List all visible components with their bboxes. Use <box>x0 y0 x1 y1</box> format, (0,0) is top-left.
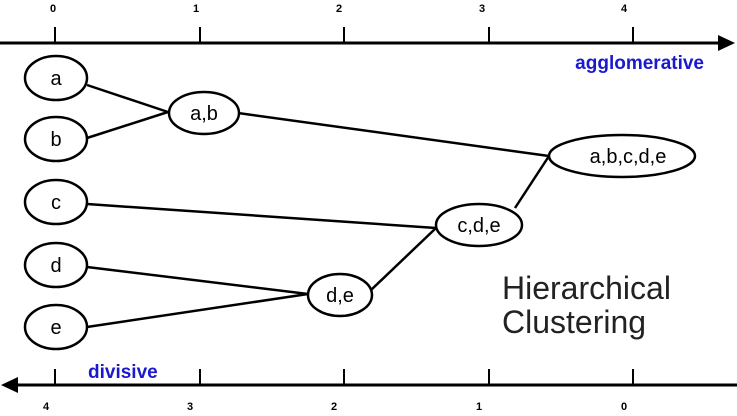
node-b-label: b <box>50 129 61 151</box>
bottom-tick-label-4: 0 <box>621 401 627 413</box>
node-c: c <box>23 178 89 226</box>
edge-e-de <box>86 292 309 329</box>
node-c-label: c <box>51 192 61 214</box>
top-axis: 0 1 2 3 4 agglomerative <box>0 3 735 74</box>
node-ab: a,b <box>167 90 241 136</box>
node-b: b <box>23 115 89 163</box>
node-abcde-label: a,b,c,d,e <box>590 146 667 168</box>
node-abcde: a,b,c,d,e <box>547 133 697 179</box>
node-d: d <box>23 241 89 289</box>
node-ab-label: a,b <box>190 103 218 125</box>
dendrogram-nodes: a b c d e a,b d,e c,d,e <box>23 54 697 351</box>
bottom-axis-arrowhead <box>1 377 18 393</box>
node-de: d,e <box>306 272 374 318</box>
node-d-label: d <box>50 255 61 277</box>
bottom-tick-label-0: 4 <box>43 401 50 413</box>
edge-ab-abcde <box>237 111 550 158</box>
agglomerative-label: agglomerative <box>575 53 704 74</box>
edge-de-cde <box>370 227 437 291</box>
node-cde-label: c,d,e <box>457 215 500 237</box>
top-tick-label-2: 2 <box>336 3 342 15</box>
node-cde: c,d,e <box>434 202 524 248</box>
bottom-tick-label-1: 3 <box>187 401 193 413</box>
node-a: a <box>23 54 89 102</box>
caption-line-2: Clustering <box>502 304 646 340</box>
dendrogram-edges <box>86 83 551 329</box>
edge-c-cde <box>86 202 437 230</box>
node-de-label: d,e <box>326 285 354 307</box>
edge-b-ab <box>86 110 169 140</box>
divisive-label: divisive <box>88 362 158 383</box>
caption-line-1: Hierarchical <box>502 270 671 306</box>
node-e: e <box>23 303 89 351</box>
node-e-label: e <box>50 317 61 339</box>
edge-a-ab <box>86 83 169 114</box>
top-tick-label-4: 4 <box>621 3 628 15</box>
edge-d-de <box>86 265 309 296</box>
node-a-label: a <box>50 68 62 90</box>
top-tick-label-3: 3 <box>479 3 485 15</box>
top-tick-label-0: 0 <box>50 3 56 15</box>
caption: Hierarchical Clustering <box>502 270 671 340</box>
top-axis-arrowhead <box>718 35 735 51</box>
top-tick-label-1: 1 <box>193 3 199 15</box>
edge-cde-abcde <box>513 155 551 209</box>
bottom-tick-label-2: 2 <box>331 401 337 413</box>
bottom-tick-label-3: 1 <box>476 401 482 413</box>
bottom-axis: 4 3 2 1 0 divisive <box>1 362 737 413</box>
